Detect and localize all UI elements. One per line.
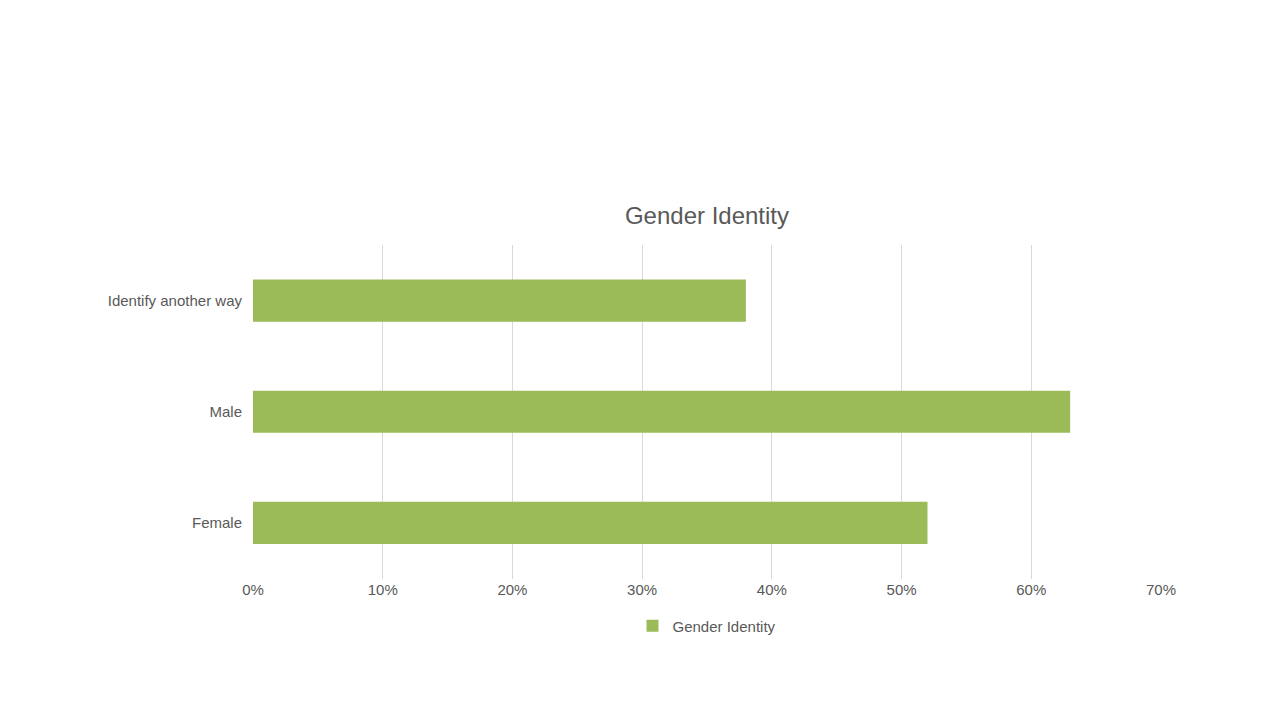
- svg-text:10%: 10%: [368, 581, 398, 598]
- svg-text:Female: Female: [192, 514, 242, 531]
- svg-text:30%: 30%: [627, 581, 657, 598]
- svg-text:60%: 60%: [1016, 581, 1046, 598]
- svg-text:70%: 70%: [1146, 581, 1176, 598]
- svg-text:Gender Identity: Gender Identity: [625, 202, 789, 229]
- svg-text:Male: Male: [209, 403, 242, 420]
- svg-text:0%: 0%: [242, 581, 264, 598]
- svg-text:Gender Identity: Gender Identity: [673, 618, 776, 635]
- svg-text:20%: 20%: [497, 581, 527, 598]
- svg-text:40%: 40%: [757, 581, 787, 598]
- svg-text:Identify another way: Identify another way: [108, 292, 243, 309]
- svg-text:50%: 50%: [887, 581, 917, 598]
